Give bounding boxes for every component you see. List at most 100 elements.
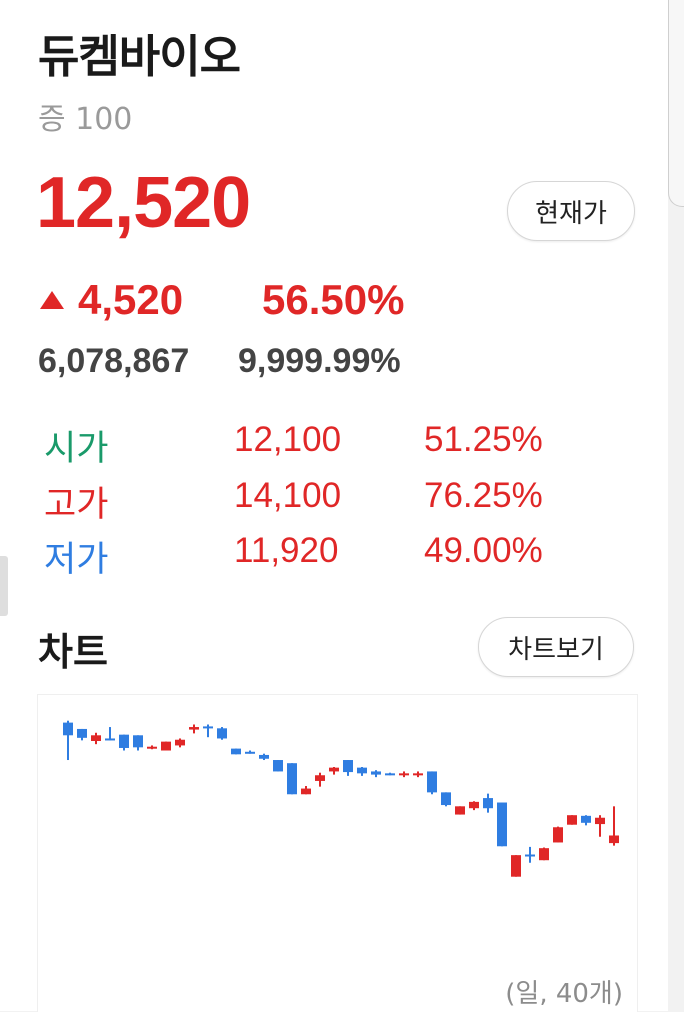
candlestick-chart[interactable]: (일, 40개) bbox=[37, 694, 638, 1012]
candle bbox=[385, 772, 395, 776]
candle bbox=[77, 728, 87, 741]
candle-body bbox=[147, 746, 157, 749]
candle bbox=[189, 724, 199, 734]
change-value: 4,520 bbox=[78, 276, 184, 323]
candle-body bbox=[525, 854, 535, 857]
candle-body bbox=[161, 741, 171, 751]
change-percent: 56.50% bbox=[262, 276, 405, 323]
candle-body bbox=[511, 855, 521, 877]
candle bbox=[399, 771, 409, 778]
candle bbox=[91, 732, 101, 745]
candle-body bbox=[581, 815, 591, 823]
candle bbox=[63, 720, 73, 761]
candle-body bbox=[329, 767, 339, 772]
volume: 6,078,867 bbox=[38, 342, 190, 380]
candle bbox=[301, 786, 311, 795]
candle bbox=[413, 771, 423, 778]
candle bbox=[609, 806, 619, 846]
candle-body bbox=[287, 763, 297, 795]
price-change-row: 4,520 56.50% bbox=[40, 276, 404, 324]
candle-body bbox=[469, 801, 479, 809]
candle bbox=[371, 770, 381, 778]
candle bbox=[231, 748, 241, 755]
side-panel-edge bbox=[668, 0, 684, 207]
candle-body bbox=[455, 806, 465, 815]
candle-body bbox=[595, 817, 605, 825]
candle bbox=[553, 826, 563, 843]
candle-body bbox=[217, 728, 227, 739]
candle bbox=[441, 792, 451, 807]
candle-body bbox=[273, 760, 283, 772]
candle bbox=[595, 815, 605, 837]
view-chart-button[interactable]: 차트보기 bbox=[478, 617, 634, 677]
candle-body bbox=[301, 788, 311, 795]
current-price: 12,520 bbox=[36, 163, 251, 243]
candle bbox=[105, 727, 115, 741]
high-value: 14,100 bbox=[234, 476, 342, 515]
candle bbox=[245, 750, 255, 754]
candle-body bbox=[259, 754, 269, 759]
chart-section-title: 차트 bbox=[38, 630, 108, 674]
candle-body bbox=[203, 726, 213, 729]
high-percent: 76.25% bbox=[424, 476, 543, 515]
stock-detail-panel: 듀켐바이오 증 100 12,520 현재가 4,520 56.50% 6,07… bbox=[0, 0, 668, 1012]
candle bbox=[525, 846, 535, 863]
candle-body bbox=[315, 775, 325, 781]
candle bbox=[427, 771, 437, 795]
candle bbox=[469, 801, 479, 811]
candle bbox=[329, 767, 339, 775]
candle-body bbox=[553, 827, 563, 843]
candle-body bbox=[441, 792, 451, 806]
candle bbox=[511, 855, 521, 877]
candle bbox=[203, 724, 213, 738]
candle-body bbox=[245, 751, 255, 754]
candle-body bbox=[77, 728, 87, 738]
stock-name: 듀켐바이오 bbox=[38, 30, 241, 83]
candle bbox=[217, 727, 227, 740]
candle bbox=[357, 767, 367, 776]
candle-body bbox=[91, 735, 101, 741]
candle bbox=[483, 793, 493, 813]
volume-row: 6,078,867 9,999.99% bbox=[38, 342, 401, 381]
open-value: 12,100 bbox=[234, 420, 342, 459]
candle bbox=[581, 815, 591, 826]
candle-body bbox=[399, 773, 409, 776]
candle-body bbox=[483, 798, 493, 809]
drag-handle[interactable] bbox=[0, 556, 8, 616]
candle-body bbox=[189, 727, 199, 730]
candle-body bbox=[427, 771, 437, 793]
candle bbox=[497, 802, 507, 847]
candle-body bbox=[357, 767, 367, 774]
candle bbox=[273, 760, 283, 772]
candle bbox=[259, 753, 269, 761]
candle-body bbox=[609, 835, 619, 844]
candle bbox=[343, 760, 353, 776]
candle bbox=[175, 738, 185, 748]
candle-body bbox=[105, 738, 115, 741]
candle bbox=[539, 847, 549, 861]
candlestick-chart-canvas bbox=[63, 720, 619, 877]
candle-body bbox=[343, 760, 353, 773]
low-label: 저가 bbox=[44, 540, 109, 579]
up-triangle-icon bbox=[40, 291, 64, 309]
high-label: 고가 bbox=[44, 485, 109, 524]
candle bbox=[315, 772, 325, 787]
open-label: 시가 bbox=[44, 429, 109, 468]
turnover-rate: 9,999.99% bbox=[238, 342, 401, 380]
candle-body bbox=[133, 735, 143, 748]
current-price-button[interactable]: 현재가 bbox=[507, 181, 635, 241]
candle bbox=[455, 806, 465, 815]
candle bbox=[567, 815, 577, 825]
low-value: 11,920 bbox=[234, 531, 339, 570]
candle bbox=[161, 741, 171, 751]
candle-body bbox=[567, 815, 577, 825]
candle-body bbox=[175, 739, 185, 746]
candle-body bbox=[413, 773, 423, 776]
low-percent: 49.00% bbox=[424, 531, 543, 570]
candle-body bbox=[371, 771, 381, 775]
candle bbox=[119, 734, 129, 751]
candle-body bbox=[63, 722, 73, 736]
stock-sub-info: 증 100 bbox=[38, 102, 133, 137]
candle bbox=[133, 735, 143, 751]
open-percent: 51.25% bbox=[424, 420, 543, 459]
